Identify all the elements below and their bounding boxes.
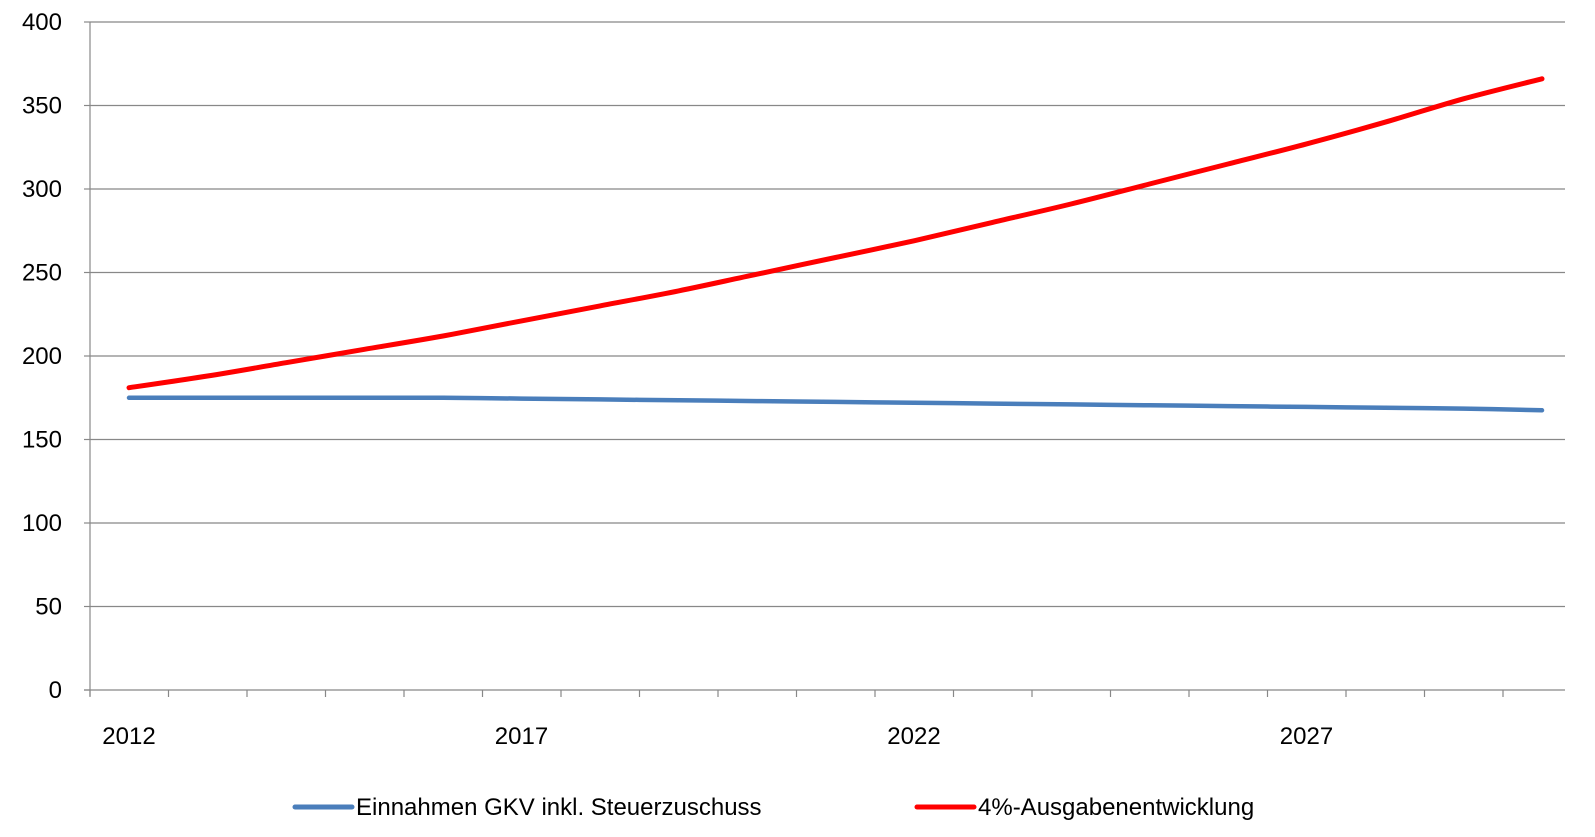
series-line-1 <box>126 395 1545 413</box>
y-tick-label: 250 <box>22 260 62 287</box>
gridlines <box>90 21 1565 608</box>
legend-label: 4%-Ausgabenentwicklung <box>978 794 1254 821</box>
y-tick-labels: 0 50 100 150 200 250 300 350 400 <box>22 9 62 704</box>
x-tick-label: 2027 <box>1280 723 1333 750</box>
y-tick-label: 400 <box>22 9 62 36</box>
y-tick-label: 0 <box>49 677 62 704</box>
y-tick-label: 350 <box>22 93 62 120</box>
y-tick-label: 200 <box>22 343 62 370</box>
series-line-2 <box>126 76 1545 391</box>
x-tick-label: 2017 <box>495 723 548 750</box>
legend: Einnahmen GKV inkl. Steuerzuschuss 4%-Aus… <box>292 794 1254 821</box>
y-tick-label: 300 <box>22 176 62 203</box>
y-tick-label: 150 <box>22 427 62 454</box>
y-tick-label: 100 <box>22 510 62 537</box>
legend-label: Einnahmen GKV inkl. Steuerzuschuss <box>356 794 762 821</box>
series-lines <box>126 76 1545 413</box>
y-tick-label: 50 <box>35 594 62 621</box>
x-tick-labels: 2012 2017 2022 2027 <box>102 723 1333 750</box>
x-tick-label: 2022 <box>887 723 940 750</box>
axes <box>84 21 1565 697</box>
x-tick-label: 2012 <box>102 723 155 750</box>
